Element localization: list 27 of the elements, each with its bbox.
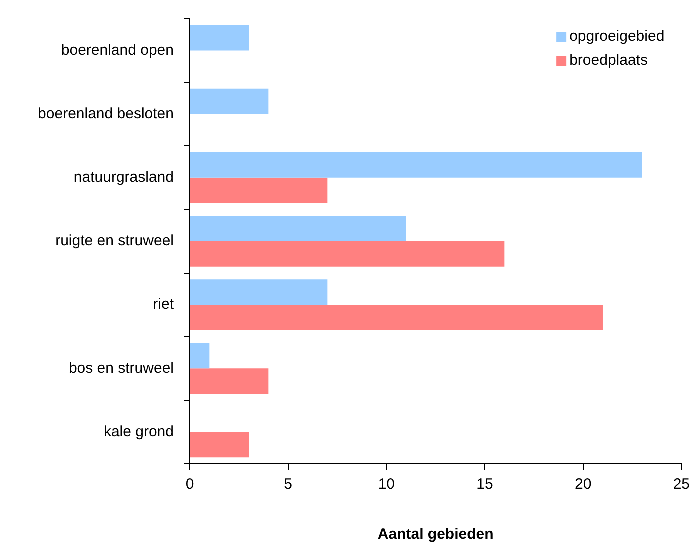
bar	[190, 432, 249, 458]
bar	[190, 368, 269, 394]
bar	[190, 305, 603, 330]
y-tick-label: bos en struweel	[68, 360, 174, 377]
bar	[190, 25, 249, 51]
x-axis-title: Aantal gebieden	[378, 526, 494, 544]
bar	[190, 280, 328, 306]
x-tick-label: 0	[186, 476, 194, 494]
y-tick-label: kale grond	[104, 423, 174, 440]
bar	[190, 178, 328, 204]
y-tick-label: riet	[153, 296, 175, 314]
y-tick-label: ruigte en struweel	[56, 232, 174, 250]
y-tick-label: boerenland open	[61, 42, 174, 59]
bar	[190, 88, 269, 114]
x-tick-label: 20	[574, 476, 592, 494]
x-tick-label: 15	[476, 476, 494, 494]
y-tick-label: boerenland besloten	[38, 106, 174, 122]
bar	[190, 343, 210, 369]
x-tick-label: 5	[284, 476, 293, 494]
bar	[190, 242, 505, 267]
x-tick-label: 10	[378, 476, 396, 494]
bar	[190, 152, 642, 178]
bar	[190, 216, 406, 242]
y-tick-label: natuurgrasland	[74, 169, 174, 186]
legend-label: opgroeigebied	[570, 28, 665, 46]
x-tick-label: 25	[673, 476, 690, 494]
legend-label: broedplaats	[570, 52, 648, 70]
